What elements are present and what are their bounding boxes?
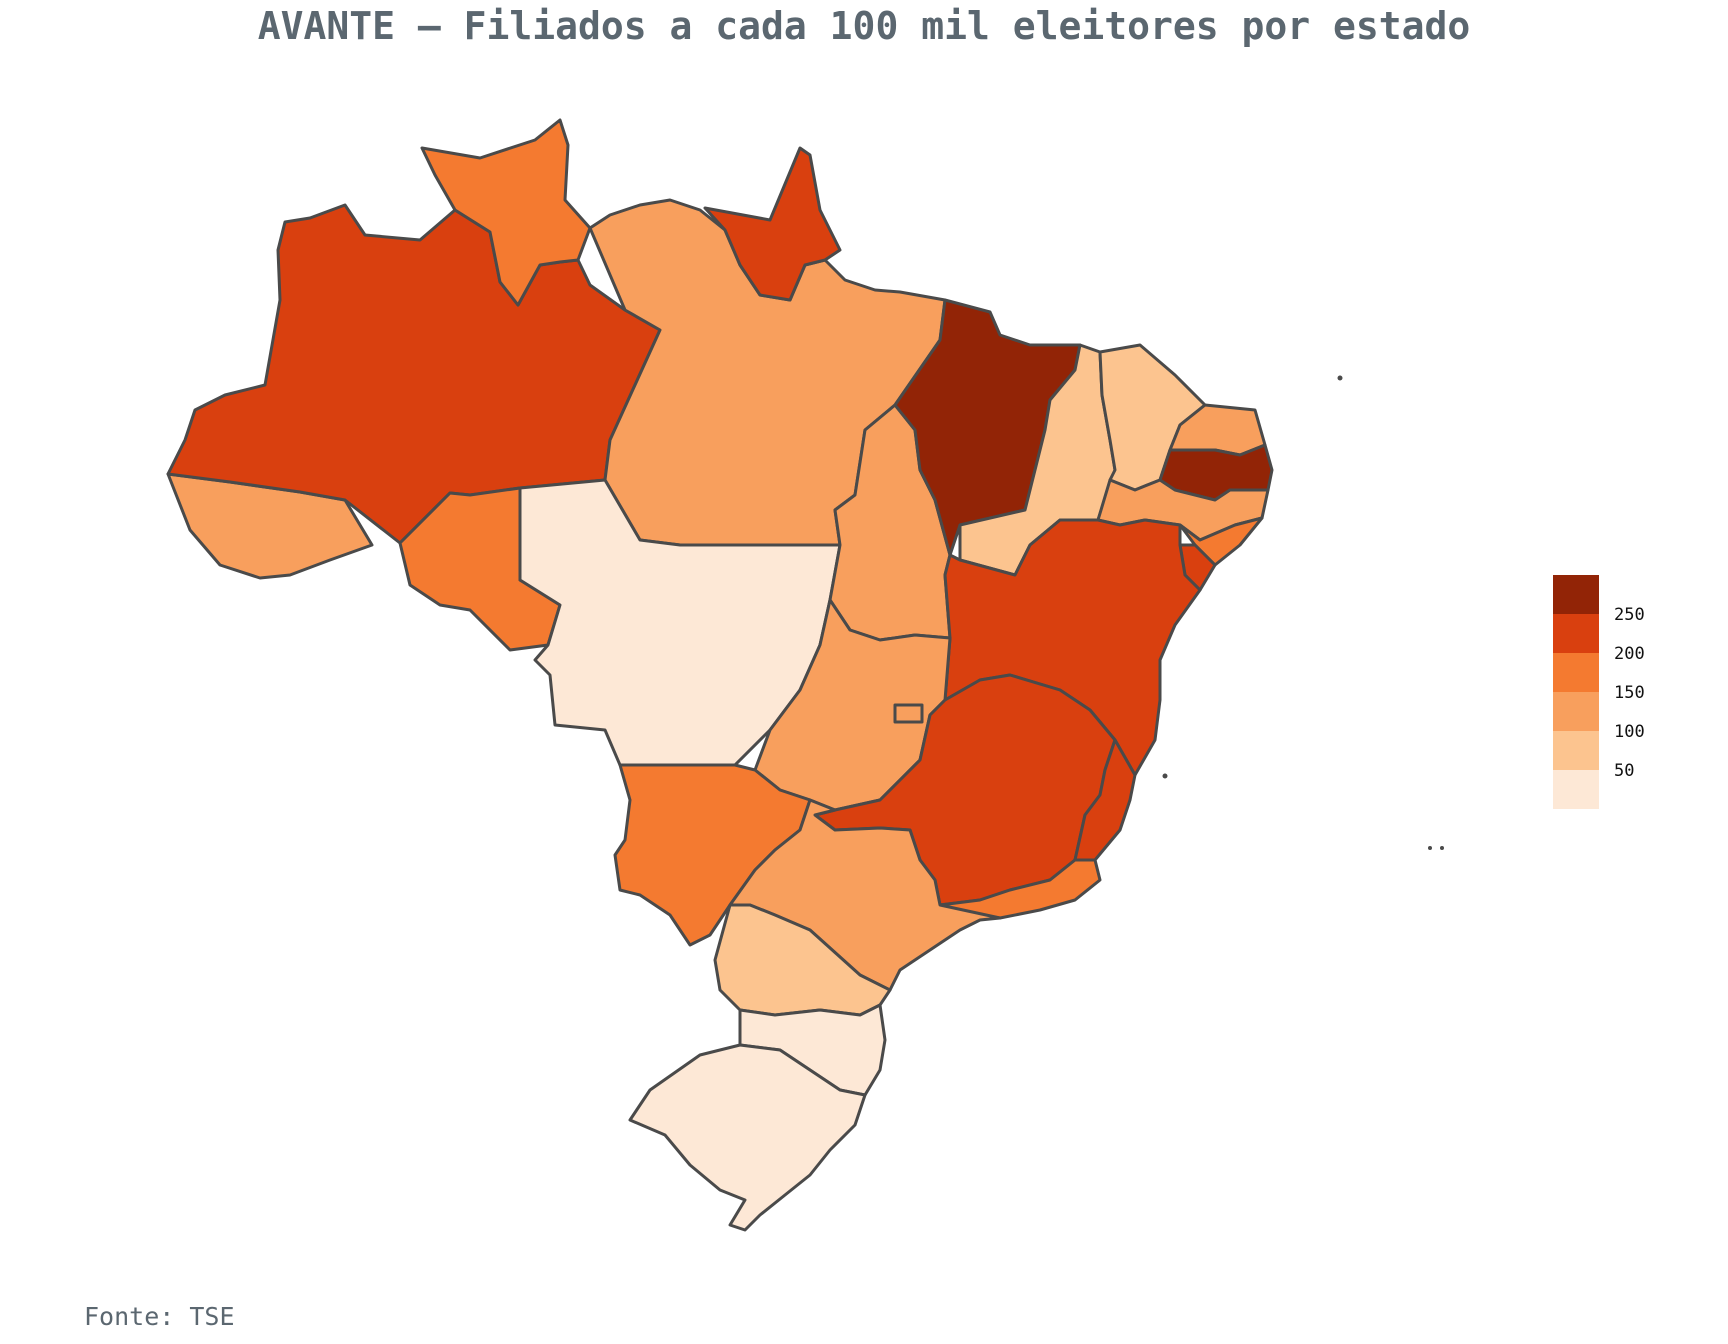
state-roraima[interactable]: [420, 118, 592, 307]
state-distrito-federal[interactable]: [893, 703, 924, 724]
island-fernando-de-noronha: [1337, 375, 1343, 381]
legend-swatch: [1553, 770, 1599, 809]
legend-swatch: [1553, 731, 1599, 770]
island-martim-vaz: [1440, 846, 1444, 850]
state-mato-grosso-do-sul[interactable]: [613, 763, 812, 947]
color-legend: 250 200 150 100 50: [1553, 575, 1645, 809]
island-abrolhos: [1162, 773, 1168, 779]
legend-label: 100: [1614, 722, 1645, 742]
legend-label: 150: [1614, 683, 1645, 703]
island-trindade: [1428, 846, 1432, 850]
legend-swatch: [1553, 653, 1599, 692]
legend-swatch: [1553, 614, 1599, 653]
legend-label: 250: [1614, 605, 1645, 625]
legend-label: 50: [1614, 761, 1634, 781]
legend-label: 200: [1614, 644, 1645, 664]
legend-swatch: [1553, 692, 1599, 731]
legend-swatch: [1553, 575, 1599, 614]
state-amapa[interactable]: [703, 146, 842, 302]
state-sao-paulo[interactable]: [728, 798, 1002, 992]
map-title: AVANTE – Filiados a cada 100 mil eleitor…: [257, 4, 1471, 48]
state-rio-grande-do-sul[interactable]: [628, 1043, 867, 1232]
state-espirito-santo[interactable]: [1073, 738, 1137, 862]
source-note: Fonte: TSE: [84, 1302, 235, 1331]
